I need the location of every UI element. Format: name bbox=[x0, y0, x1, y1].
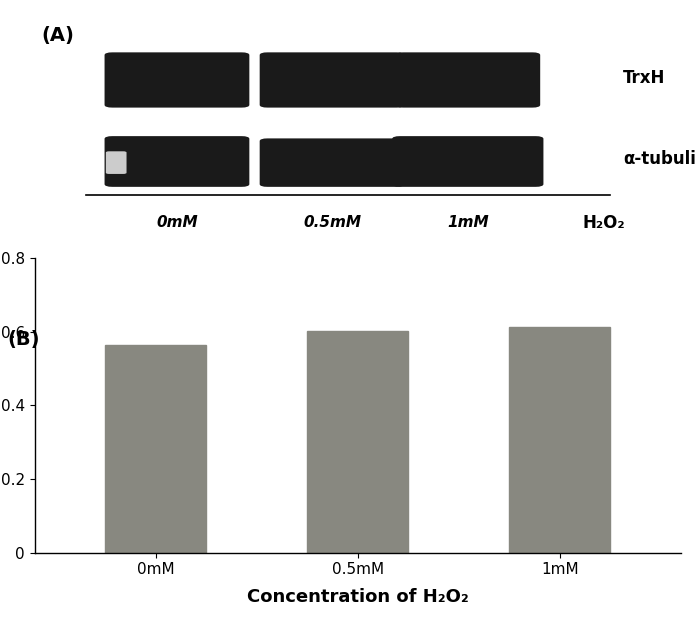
FancyBboxPatch shape bbox=[106, 151, 126, 174]
FancyBboxPatch shape bbox=[260, 52, 404, 107]
Bar bbox=[509, 327, 610, 553]
Text: (B): (B) bbox=[7, 330, 40, 349]
Text: (A): (A) bbox=[41, 26, 74, 45]
FancyBboxPatch shape bbox=[395, 52, 540, 107]
Bar bbox=[106, 345, 206, 553]
FancyBboxPatch shape bbox=[104, 52, 250, 107]
Bar bbox=[307, 331, 409, 553]
Text: H₂O₂: H₂O₂ bbox=[582, 214, 625, 232]
FancyBboxPatch shape bbox=[104, 136, 250, 187]
FancyBboxPatch shape bbox=[392, 136, 543, 187]
Text: α-tubulin: α-tubulin bbox=[623, 150, 695, 168]
FancyBboxPatch shape bbox=[260, 138, 404, 187]
X-axis label: Concentration of H₂O₂: Concentration of H₂O₂ bbox=[247, 588, 469, 607]
Text: 0.5mM: 0.5mM bbox=[303, 215, 361, 230]
Text: TrxH: TrxH bbox=[623, 68, 665, 87]
Text: 0mM: 0mM bbox=[156, 215, 198, 230]
Text: 1mM: 1mM bbox=[447, 215, 489, 230]
